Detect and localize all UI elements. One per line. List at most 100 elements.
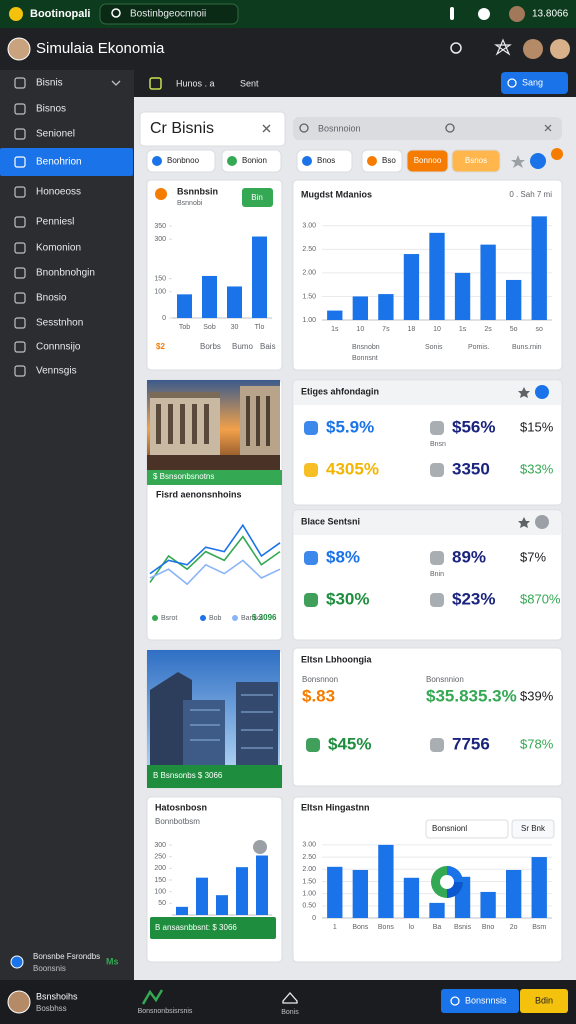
button-label[interactable]: Sr Bnk (521, 824, 546, 833)
sidebar-icon (14, 186, 26, 198)
search-box[interactable] (293, 117, 562, 140)
select-label[interactable]: Bonsnionl (432, 824, 467, 833)
card-footer: Buns.rnin (512, 344, 542, 351)
chip-label[interactable]: Bonion (242, 156, 267, 165)
bar (236, 867, 248, 915)
sidebar-item[interactable]: Senionel (36, 129, 75, 140)
bar (403, 254, 420, 320)
chip[interactable] (361, 149, 403, 173)
nav-icon (141, 989, 164, 1005)
chip[interactable] (296, 149, 353, 173)
sidebar-item[interactable]: Benohrion (36, 157, 82, 168)
footer-badge: Ms (106, 956, 119, 966)
card (146, 179, 283, 371)
bottom-button[interactable] (441, 989, 519, 1013)
sidebar-item[interactable]: Bnonbnohgin (36, 268, 95, 279)
bar (256, 855, 268, 915)
sidebar-item[interactable]: Penniesl (36, 217, 74, 228)
search-text[interactable]: Bostinbgeocnnoii (130, 9, 206, 20)
x-tick-label: 10 (356, 326, 364, 333)
y-tick-label: 350 (154, 223, 166, 230)
sidebar-item[interactable]: Bisnis (36, 78, 63, 89)
header-icon[interactable] (450, 42, 462, 54)
stat-value: $15% (520, 419, 554, 434)
sidebar-item[interactable]: Komonion (36, 243, 81, 254)
image-caption-band (147, 765, 282, 788)
sidebar-item[interactable]: Vennsgis (36, 366, 77, 377)
header-icon[interactable] (494, 38, 512, 56)
stat-value: $45% (328, 734, 371, 753)
legend-swatch (232, 615, 238, 621)
panel-title: Cr Bisnis (150, 120, 214, 137)
chart-title: Mugdst Mdanios (301, 189, 372, 199)
toolbar-button[interactable] (501, 72, 568, 94)
bottom-button[interactable] (520, 989, 568, 1013)
sidebar-item[interactable]: Bisnos (36, 104, 66, 115)
chip[interactable] (146, 149, 216, 173)
card-images (147, 380, 280, 765)
card-icon (155, 188, 167, 200)
search-box[interactable] (99, 3, 239, 25)
image-caption: $ Bsnsonbsnotns (153, 472, 214, 481)
stat-note: Bnsn (430, 441, 446, 448)
button-label[interactable]: Bdin (535, 995, 553, 1005)
donut-hole (440, 875, 454, 889)
chip-label[interactable]: Bsnos (465, 156, 487, 165)
bar (378, 294, 394, 320)
home-icon[interactable] (282, 992, 298, 1004)
toolbar-tab[interactable]: Sent (240, 78, 259, 88)
nav-label[interactable]: Bonis (281, 1009, 299, 1016)
chip[interactable] (221, 149, 282, 173)
card-title: Eltsn Lbhoongia (301, 654, 372, 664)
stat-value: 89% (452, 547, 486, 566)
sidebar-item[interactable]: Bnosio (36, 293, 67, 304)
sidebar-item[interactable]: Honoeoss (36, 187, 81, 198)
y-tick-label: 1.00 (302, 317, 316, 324)
card-button[interactable] (511, 819, 555, 839)
footer-sub: Boonsnis (33, 964, 66, 973)
chip[interactable] (451, 149, 501, 173)
close-icon[interactable] (262, 124, 271, 133)
select[interactable] (425, 819, 509, 839)
toolbar-tab[interactable]: Hunos . a (176, 78, 215, 88)
legend-swatch (152, 615, 158, 621)
button-label[interactable]: Bin (251, 193, 263, 202)
chip-label[interactable]: Bnos (317, 156, 335, 165)
button-label[interactable]: Sang (522, 77, 543, 87)
status-icon (450, 7, 454, 20)
card (292, 509, 563, 641)
stat-value: 4305% (326, 459, 379, 478)
chip-label[interactable]: Bso (382, 156, 396, 165)
chip[interactable] (406, 149, 449, 173)
star-icon (518, 517, 530, 528)
clear-icon[interactable] (544, 124, 552, 132)
chip-label[interactable]: Bonbnoo (167, 156, 200, 165)
badge (551, 148, 563, 160)
legend-label: Bsrot (161, 615, 177, 622)
sidebar-item[interactable]: Sesstnhon (36, 318, 83, 329)
x-tick-label: Sob (203, 324, 216, 331)
y-tick-label: 200 (154, 865, 166, 872)
y-tick-label: 1.50 (302, 293, 316, 300)
nav-label[interactable]: Bonsnonbsisrsnis (138, 1008, 193, 1015)
search-text[interactable]: Bosnnoion (318, 123, 361, 133)
x-tick-label: Bons (352, 924, 368, 931)
x-tick-label: 1s (459, 326, 467, 333)
card-footer: $ 3096 (252, 613, 277, 622)
y-tick-label: 150 (154, 877, 166, 884)
chip-label[interactable]: Bonnoo (414, 156, 442, 165)
sidebar-icon (14, 103, 26, 115)
stat-value: $30% (326, 589, 369, 608)
x-tick-label: 7s (382, 326, 390, 333)
card-button[interactable] (242, 188, 273, 207)
button-label[interactable]: Bonsnnsis (465, 995, 507, 1005)
stat-icon (430, 593, 444, 607)
card-footer: Bumo (232, 342, 253, 351)
sidebar (0, 70, 134, 980)
button-icon (507, 78, 517, 88)
bar (506, 869, 522, 918)
banner-text: B ansasnbbsnt: $ 3066 (155, 923, 237, 932)
sidebar-item[interactable]: Connnsijo (36, 342, 81, 353)
bar (480, 891, 496, 918)
